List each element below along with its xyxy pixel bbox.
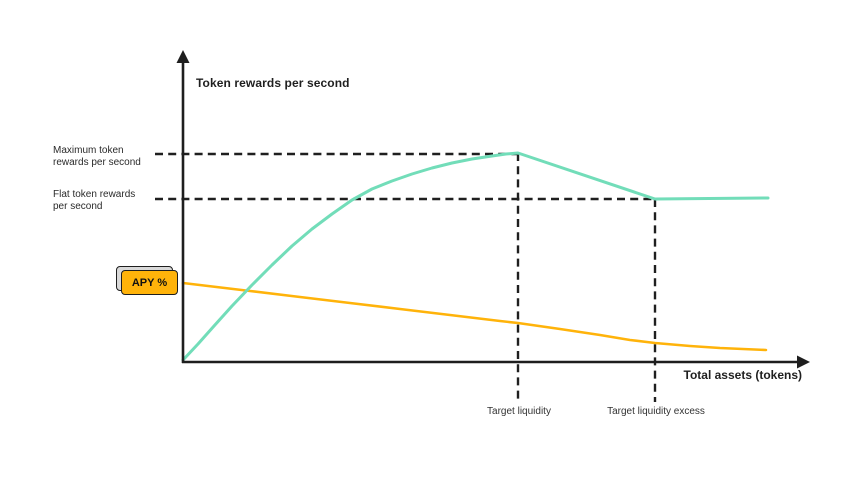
target-liquidity-label: Target liquidity <box>487 406 551 417</box>
flat-rewards-label-line1: Flat token rewards <box>53 189 136 200</box>
max-rewards-label-line2: rewards per second <box>53 156 141 168</box>
x-axis-title: Total assets (tokens) <box>683 368 802 382</box>
max-rewards-label-line1: Maximum token <box>53 145 124 156</box>
y-axis-title: Token rewards per second <box>196 76 350 90</box>
apy-badge-label: APY % <box>131 276 168 289</box>
flat-rewards-label: Flat token rewards per second <box>53 189 135 212</box>
apy-badge: APY % <box>116 266 178 295</box>
y-axis-arrow-icon <box>176 50 190 63</box>
token-rewards-curve <box>181 151 770 362</box>
x-axis-arrow-icon <box>797 355 810 369</box>
target-liquidity-excess-label: Target liquidity excess <box>607 406 705 417</box>
flat-rewards-label-line2: per second <box>53 200 103 212</box>
max-rewards-label: Maximum token rewards per second <box>53 145 141 168</box>
apy-curve <box>181 281 768 352</box>
apy-badge-face: APY % <box>121 270 178 295</box>
